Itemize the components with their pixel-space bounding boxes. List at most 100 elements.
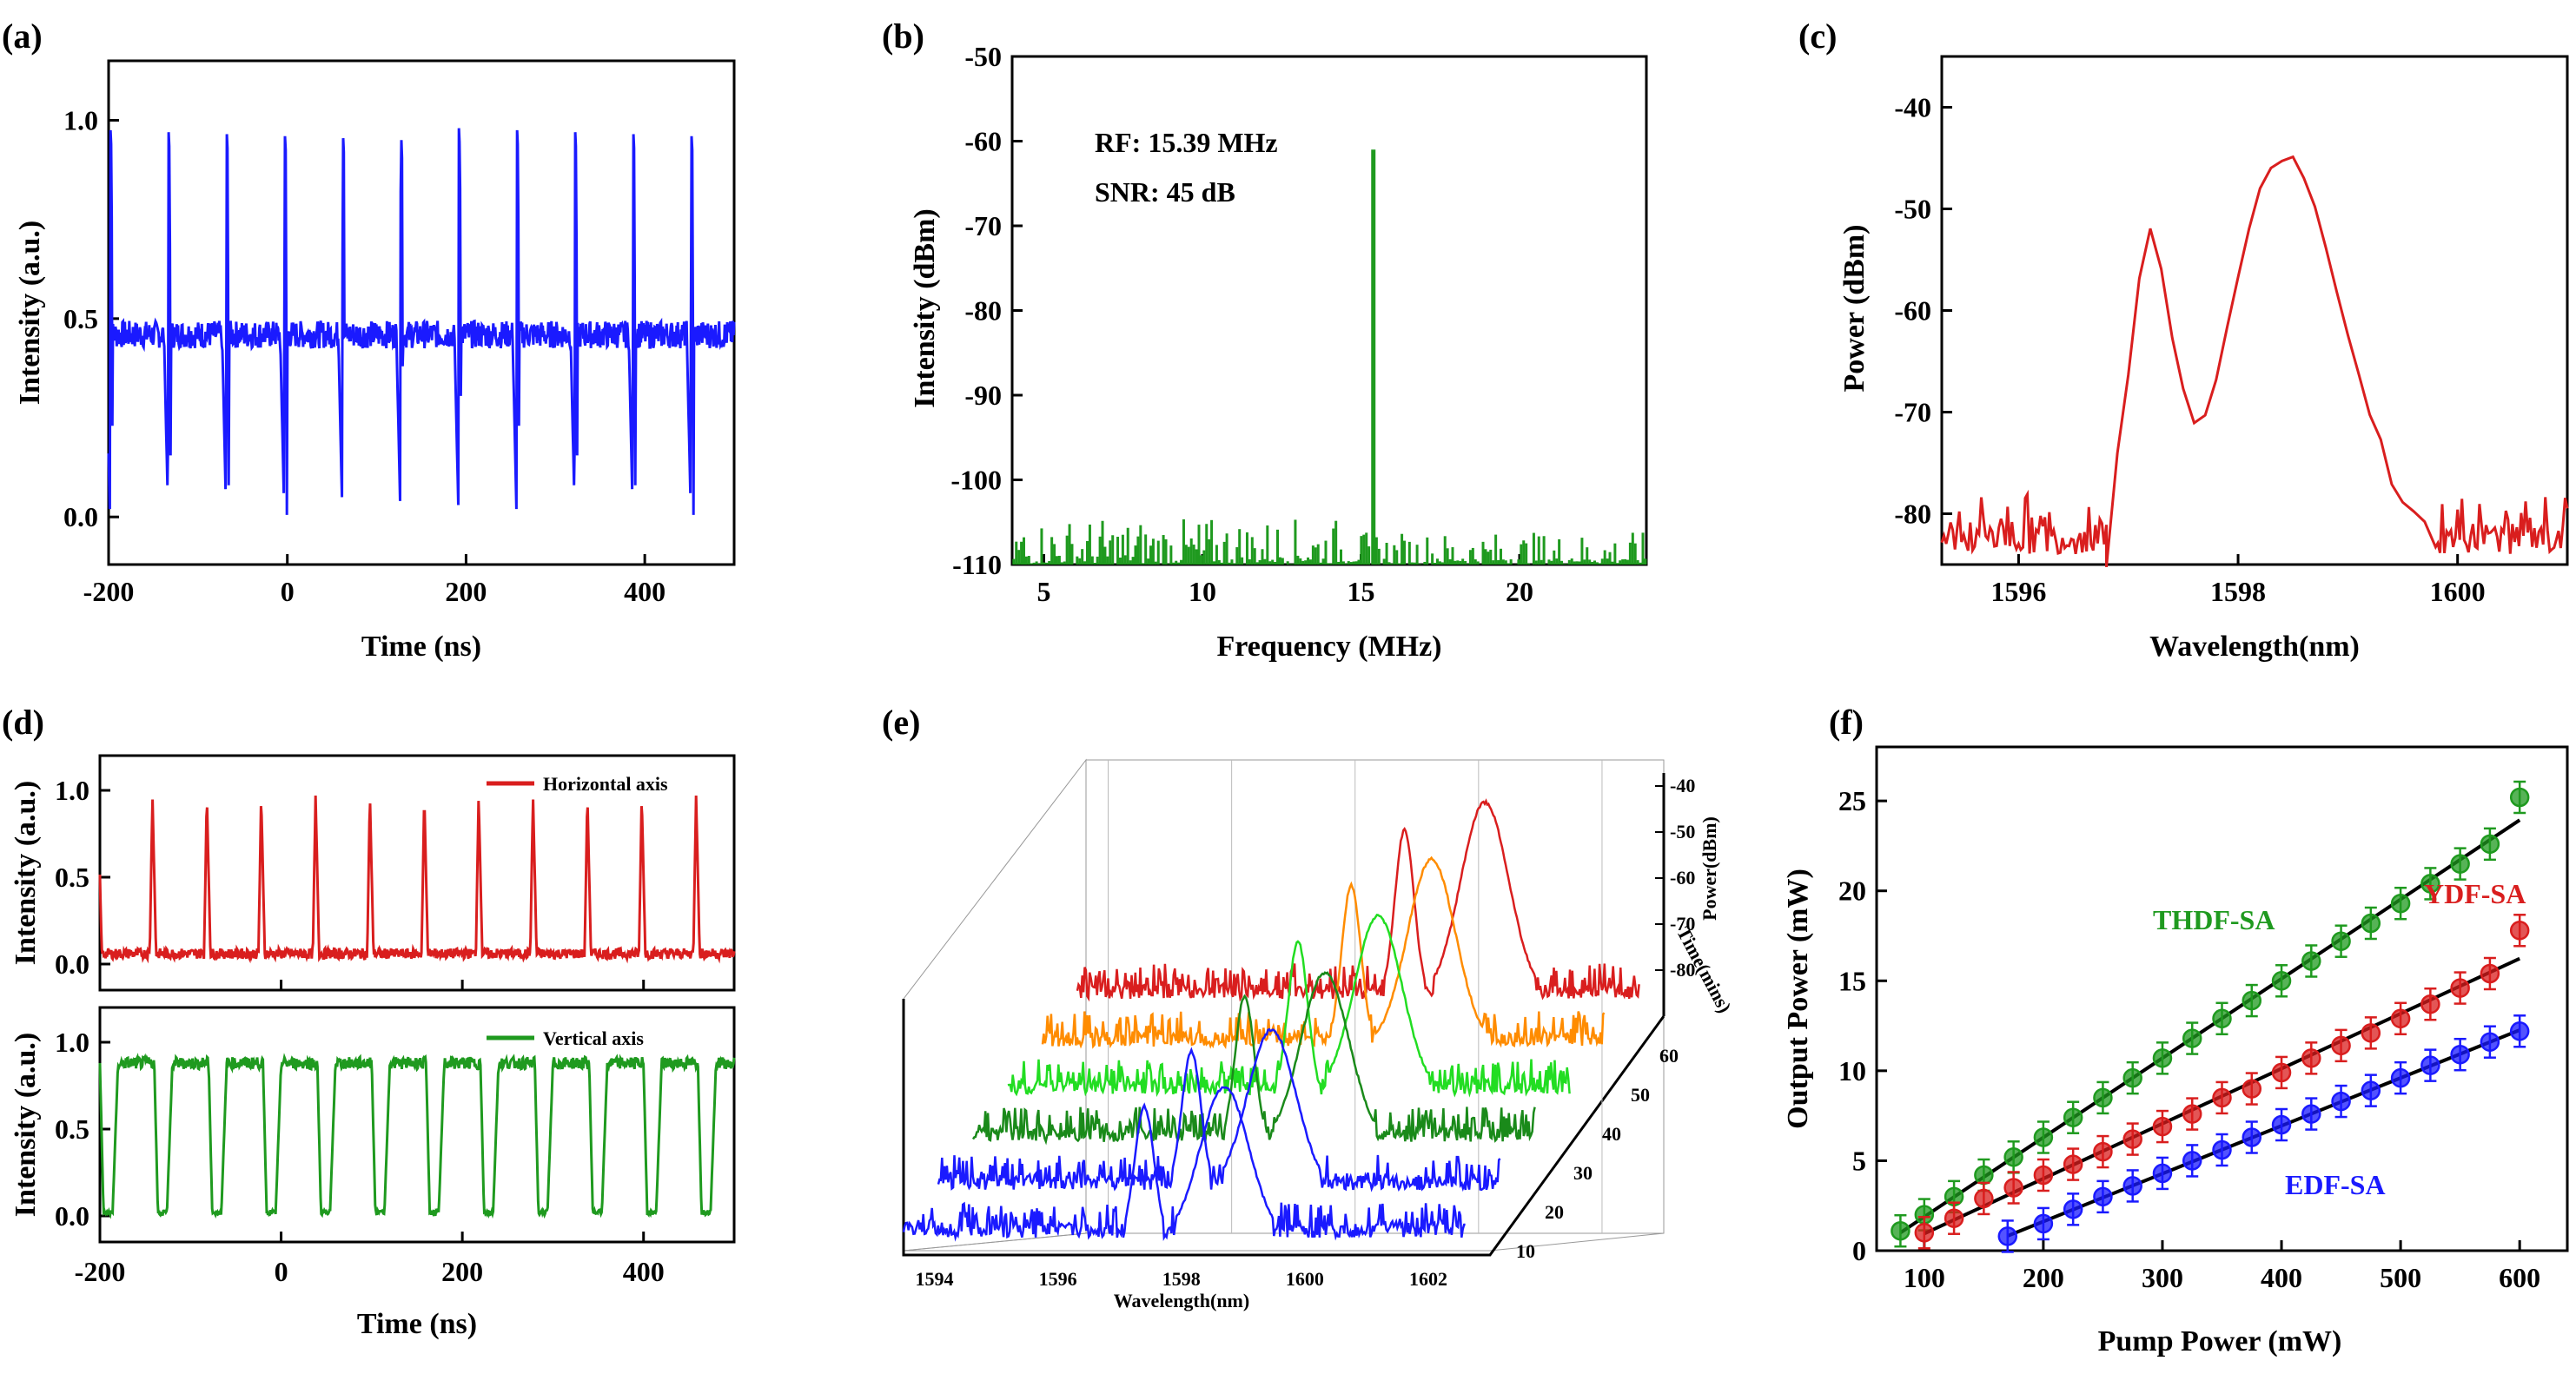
x-axis-label-a: Time (ns) <box>361 631 481 663</box>
x-axis-label-e: Wavelength(nm) <box>1114 1290 1249 1311</box>
data-point-THDF-SA <box>2152 1048 2173 1068</box>
y-tick-label: -40 <box>1894 92 1931 123</box>
data-point-EDF-SA <box>2361 1080 2381 1100</box>
y-tick-label: 15 <box>1838 965 1866 996</box>
z-tick-label: -50 <box>1670 821 1695 842</box>
x-axis-label-d: Time (ns) <box>357 1308 477 1340</box>
data-point-EDF-SA <box>2509 1021 2530 1041</box>
y-tick-label: 0.5 <box>55 1113 89 1145</box>
chart-d: 0.0 0.5 1.0 0.0 0.5 1.0 -200 0 200 400 Horizontal… <box>10 754 736 1340</box>
data-point-EDF-SA <box>2480 1032 2500 1052</box>
x-tick-label: 1596 <box>1990 576 2046 607</box>
plot-frame-f <box>1875 745 2569 1252</box>
trace-pulse-train <box>107 128 736 515</box>
data-point-THDF-SA <box>2242 990 2262 1011</box>
x-tick-label: 1598 <box>2210 576 2266 607</box>
data-point-YDF-SA <box>2361 1023 2381 1043</box>
y-axis-label-d-bottom: Intensity (a.u.) <box>10 1033 42 1218</box>
x-tick-label: 600 <box>2499 1262 2540 1293</box>
data-point-THDF-SA <box>2331 931 2351 951</box>
data-point-EDF-SA <box>2122 1176 2142 1196</box>
y-tick-label: 0 <box>1852 1235 1866 1266</box>
y-tick-label: -50 <box>1894 194 1931 225</box>
y-tick-label: 0.5 <box>63 303 98 334</box>
data-point-EDF-SA <box>2390 1067 2411 1088</box>
y-tick-label: 60 <box>1659 1045 1679 1067</box>
data-point-THDF-SA <box>1891 1220 1910 1241</box>
label-edf-sa: EDF-SA <box>2285 1169 2386 1200</box>
y-tick-label: 20 <box>1838 875 1866 907</box>
data-point-YDF-SA <box>2033 1165 2054 1186</box>
x-tick-label: 0 <box>275 1256 288 1287</box>
data-point-THDF-SA <box>2063 1107 2083 1127</box>
data-point-YDF-SA <box>2420 994 2440 1014</box>
data-point-YDF-SA <box>1914 1223 1935 1243</box>
data-point-THDF-SA <box>2420 874 2440 894</box>
trace-40-mins <box>1007 914 1571 1098</box>
x-tick-label: 5 <box>1037 576 1051 607</box>
panel-label-d: (d) <box>2 703 44 742</box>
y-tick-label: -100 <box>950 465 1002 496</box>
annotation-snr: SNR: 45 dB <box>1095 176 1235 208</box>
y-tick-label: 0.0 <box>55 948 89 980</box>
x-tick-label: 1594 <box>916 1268 954 1290</box>
x-axis-label-b: Frequency (MHz) <box>1216 631 1441 663</box>
data-point-THDF-SA <box>2122 1067 2142 1088</box>
data-point-THDF-SA <box>2182 1028 2202 1048</box>
data-point-YDF-SA <box>2212 1087 2232 1108</box>
data-point-EDF-SA <box>2033 1213 2054 1234</box>
data-point-YDF-SA <box>2182 1104 2202 1124</box>
x-tick-label: 100 <box>1904 1262 1945 1293</box>
trace-50-mins <box>1041 855 1606 1050</box>
y-tick-label: 1.0 <box>63 105 98 136</box>
data-point-YDF-SA <box>1974 1188 1994 1209</box>
data-point-EDF-SA <box>1997 1226 2018 1246</box>
panel-label-e: (e) <box>882 703 920 742</box>
x-tick-label: 1602 <box>1409 1268 1447 1290</box>
y-tick-label: -60 <box>964 126 1002 157</box>
data-point-YDF-SA <box>1944 1208 1964 1228</box>
data-point-EDF-SA <box>2152 1163 2173 1184</box>
y-tick-label: -50 <box>964 41 1002 72</box>
z-tick-label: -40 <box>1670 775 1695 796</box>
trace-10-mins <box>902 1086 1466 1242</box>
chart-c: 1596 1598 1600 -40 -50 -60 -70 -80 Wavelength(n… <box>1838 55 2569 663</box>
x-tick-label: 200 <box>445 576 487 607</box>
x-axis-label-c: Wavelength(nm) <box>2149 631 2360 663</box>
trace-20-mins <box>937 1027 1501 1192</box>
y-axis-label-b: Intensity (dBm) <box>909 208 941 408</box>
z-tick-label: -80 <box>1670 959 1695 981</box>
plot-frame-a <box>107 59 736 566</box>
y-axis-label-a: Intensity (a.u.) <box>14 221 46 406</box>
data-point-YDF-SA <box>2271 1062 2292 1083</box>
data-point-YDF-SA <box>2003 1178 2023 1198</box>
y-tick-label: -80 <box>1894 499 1931 530</box>
x-tick-label: 1600 <box>1286 1268 1324 1290</box>
chart-f: 100 200 300 400 500 600 0 5 10 15 20 25 THDF-SA YDF… <box>1782 745 2569 1357</box>
x-tick-label: 15 <box>1348 576 1375 607</box>
data-point-THDF-SA <box>1974 1165 1994 1186</box>
plot-frame-d-top <box>98 754 736 992</box>
data-point-YDF-SA <box>2450 978 2470 998</box>
plot-frame-c <box>1940 55 2569 566</box>
x-tick-label: 300 <box>2142 1262 2183 1293</box>
y-tick-label: 10 <box>1838 1055 1866 1087</box>
data-point-THDF-SA <box>2212 1008 2232 1029</box>
legend-vertical-axis: Vertical axis <box>543 1027 644 1049</box>
data-point-THDF-SA <box>2033 1127 2054 1147</box>
x-axis-label-f: Pump Power (mW) <box>2098 1325 2342 1357</box>
x-tick-label: 400 <box>623 1256 665 1287</box>
y-axis-label-c: Power (dBm) <box>1838 225 1871 393</box>
data-point-YDF-SA <box>2509 921 2530 941</box>
data-point-EDF-SA <box>2182 1151 2202 1171</box>
x-tick-label: 400 <box>624 576 666 607</box>
data-point-EDF-SA <box>2450 1044 2470 1065</box>
data-point-EDF-SA <box>2331 1091 2351 1112</box>
data-point-THDF-SA <box>2093 1087 2113 1108</box>
data-point-EDF-SA <box>2420 1055 2440 1075</box>
chart-b: 5 10 15 20 -50 -60 -70 -80 -90 -100 -110 RF: 15.39… <box>909 41 1648 663</box>
panel-label-c: (c) <box>1798 17 1837 56</box>
chart-e: 1594 1596 1598 1600 1602 10 20 30 40 50 60 -40 -50 -6… <box>902 758 1736 1311</box>
y-tick-label: -90 <box>964 380 1002 411</box>
data-point-YDF-SA <box>2480 963 2500 984</box>
